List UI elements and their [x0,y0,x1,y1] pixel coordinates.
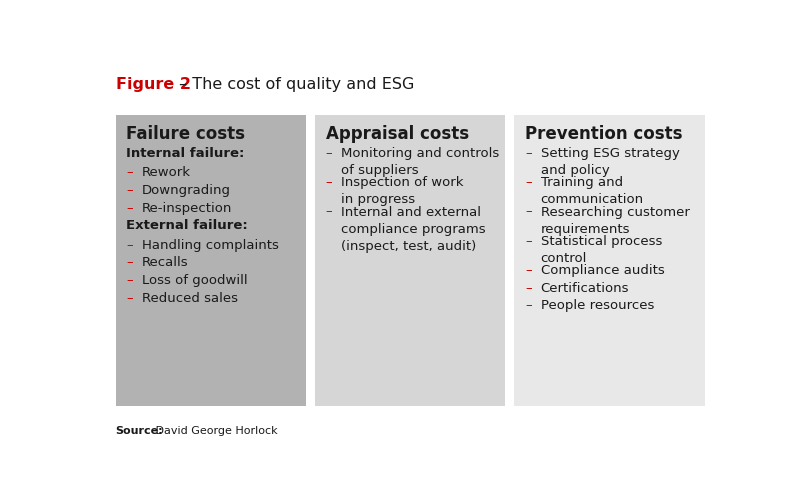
Text: –: – [126,239,133,251]
Text: Recalls: Recalls [142,256,189,269]
Text: Statistical process
control: Statistical process control [541,235,662,265]
Text: –: – [126,292,133,305]
Text: Source:: Source: [115,426,163,436]
Text: Rework: Rework [142,166,191,179]
Text: –: – [126,166,133,179]
Text: Setting ESG strategy
and policy: Setting ESG strategy and policy [541,147,679,177]
Text: External failure:: External failure: [126,219,248,232]
Text: Inspection of work
in progress: Inspection of work in progress [342,176,464,206]
Text: –: – [126,256,133,269]
Text: Training and
communication: Training and communication [541,176,644,206]
Text: –: – [526,147,532,160]
Text: – The cost of quality and ESG: – The cost of quality and ESG [174,77,414,92]
Text: –: – [526,176,532,189]
FancyBboxPatch shape [315,115,505,406]
Text: Re-inspection: Re-inspection [142,201,232,215]
Text: –: – [526,282,532,295]
FancyBboxPatch shape [115,115,306,406]
Text: –: – [526,299,532,312]
Text: –: – [126,274,133,287]
Text: Certifications: Certifications [541,282,630,295]
Text: Reduced sales: Reduced sales [142,292,238,305]
Text: –: – [526,264,532,277]
Text: Prevention costs: Prevention costs [526,125,682,144]
Text: Loss of goodwill: Loss of goodwill [142,274,247,287]
Text: People resources: People resources [541,299,654,312]
Text: Internal and external
compliance programs
(inspect, test, audit): Internal and external compliance program… [342,205,486,252]
Text: –: – [126,201,133,215]
Text: Downgrading: Downgrading [142,184,231,197]
Text: –: – [326,147,333,160]
Text: David George Horlock: David George Horlock [153,426,278,436]
Text: –: – [326,205,333,218]
Text: Failure costs: Failure costs [126,125,246,144]
Text: Figure 2: Figure 2 [115,77,190,92]
Text: Compliance audits: Compliance audits [541,264,665,277]
Text: Researching customer
requirements: Researching customer requirements [541,205,690,236]
FancyBboxPatch shape [514,115,705,406]
Text: Monitoring and controls
of suppliers: Monitoring and controls of suppliers [342,147,499,177]
Text: Appraisal costs: Appraisal costs [326,125,469,144]
Text: Internal failure:: Internal failure: [126,147,245,160]
Text: –: – [126,184,133,197]
Text: –: – [526,205,532,218]
Text: –: – [526,235,532,248]
Text: Handling complaints: Handling complaints [142,239,278,251]
Text: –: – [326,176,333,189]
